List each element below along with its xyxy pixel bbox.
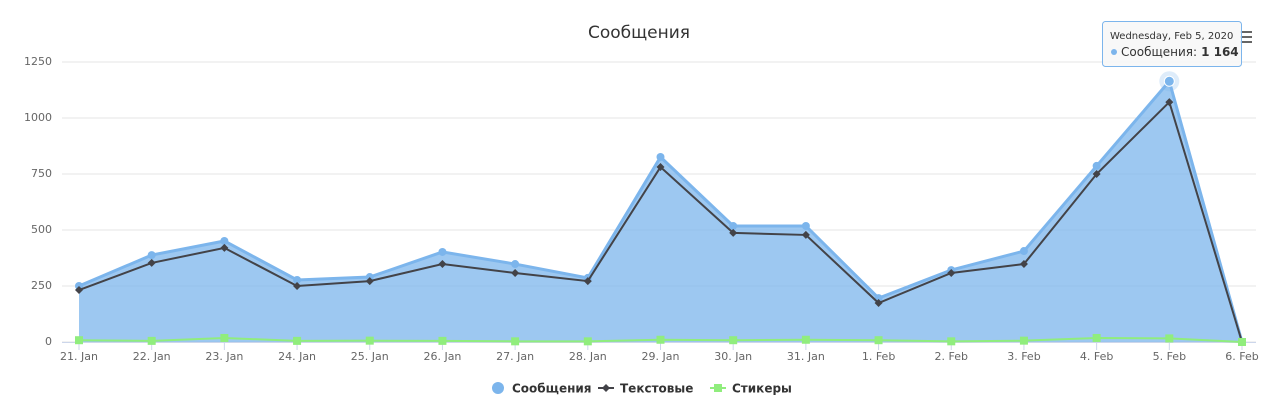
x-tick-label: 6. Feb xyxy=(1225,350,1258,363)
data-point xyxy=(729,228,738,237)
data-point xyxy=(656,335,665,344)
data-point xyxy=(1238,338,1246,346)
legend-symbol xyxy=(492,382,504,394)
x-tick-label: 30. Jan xyxy=(714,350,752,363)
data-point xyxy=(1092,170,1101,178)
x-tick-label: 26. Jan xyxy=(423,350,461,363)
x-tick-label: 21. Jan xyxy=(60,350,98,363)
data-point xyxy=(438,260,447,269)
data-point xyxy=(511,337,520,346)
data-point xyxy=(1019,247,1028,256)
x-tick-label: 2. Feb xyxy=(935,350,968,363)
data-point xyxy=(293,336,302,345)
data-point xyxy=(438,336,447,345)
data-point xyxy=(511,260,520,269)
data-point xyxy=(1165,334,1174,343)
x-tick-label: 29. Jan xyxy=(642,350,680,363)
data-point xyxy=(874,336,883,345)
data-point xyxy=(220,236,229,245)
menu-bar xyxy=(1240,41,1252,43)
tooltip-label: Сообщения: xyxy=(1121,45,1197,59)
tooltip-value: 1 164 xyxy=(1201,45,1239,59)
tooltip-line: Сообщения: 1 164 xyxy=(1121,45,1239,59)
legend-label[interactable]: Сообщения xyxy=(512,382,591,396)
x-tick-label: 25. Jan xyxy=(351,350,389,363)
data-point xyxy=(656,152,665,161)
y-tick-label: 500 xyxy=(31,223,52,236)
data-point xyxy=(75,286,83,295)
x-tick-label: 28. Jan xyxy=(569,350,607,363)
data-point xyxy=(583,337,592,346)
data-point xyxy=(801,230,810,239)
hover-point xyxy=(1163,75,1175,87)
data-point xyxy=(583,277,592,286)
x-tick-label: 23. Jan xyxy=(205,350,243,363)
tooltip-header: Wednesday, Feb 5, 2020 xyxy=(1110,31,1233,42)
data-point xyxy=(1092,333,1101,342)
tooltip: Wednesday, Feb 5, 2020 Сообщения: 1 164 xyxy=(1102,21,1242,67)
x-tick-label: 24. Jan xyxy=(278,350,316,363)
data-point xyxy=(801,221,810,230)
data-point xyxy=(365,273,374,282)
data-point xyxy=(75,336,83,345)
data-point xyxy=(1165,98,1174,107)
data-point xyxy=(511,269,520,278)
tooltip-box xyxy=(1102,21,1242,67)
x-tick-label: 3. Feb xyxy=(1007,350,1040,363)
menu-bar xyxy=(1240,31,1252,33)
legend-label[interactable]: Стикеры xyxy=(732,382,792,396)
data-point xyxy=(947,337,956,346)
menu-button[interactable] xyxy=(1240,31,1252,43)
data-point xyxy=(656,163,665,172)
x-tick-label: 5. Feb xyxy=(1153,350,1186,363)
data-point xyxy=(147,251,156,260)
x-tick-label: 1. Feb xyxy=(862,350,895,363)
data-point xyxy=(220,243,229,252)
y-tick-label: 0 xyxy=(45,335,52,348)
data-point xyxy=(947,269,956,278)
legend-symbol xyxy=(714,384,722,392)
data-point xyxy=(365,336,374,345)
data-point xyxy=(438,247,447,256)
x-tick-label: 31. Jan xyxy=(787,350,825,363)
data-point xyxy=(75,282,83,290)
data-point xyxy=(293,275,302,284)
data-point xyxy=(147,258,156,267)
y-tick-label: 750 xyxy=(31,167,52,180)
data-point xyxy=(729,221,738,230)
y-tick-label: 1000 xyxy=(24,111,52,124)
tooltip-marker xyxy=(1111,49,1117,55)
data-point xyxy=(874,299,883,308)
chart-title: Сообщения xyxy=(588,23,690,43)
x-tick-label: 22. Jan xyxy=(133,350,171,363)
y-tick-label: 1250 xyxy=(24,55,52,68)
data-point xyxy=(801,335,810,344)
data-point xyxy=(365,277,374,286)
data-point xyxy=(1019,260,1028,269)
data-point xyxy=(220,333,229,342)
data-point xyxy=(147,336,156,345)
data-point xyxy=(1019,336,1028,345)
legend-label[interactable]: Текстовые xyxy=(620,382,693,396)
x-tick-label: 4. Feb xyxy=(1080,350,1113,363)
area-fill xyxy=(79,81,1242,342)
y-tick-label: 250 xyxy=(31,279,52,292)
data-point xyxy=(729,336,738,345)
legend-symbol xyxy=(602,384,610,392)
data-point xyxy=(1092,161,1101,170)
menu-bar xyxy=(1240,36,1252,38)
data-point xyxy=(293,282,302,290)
x-tick-label: 27. Jan xyxy=(496,350,534,363)
